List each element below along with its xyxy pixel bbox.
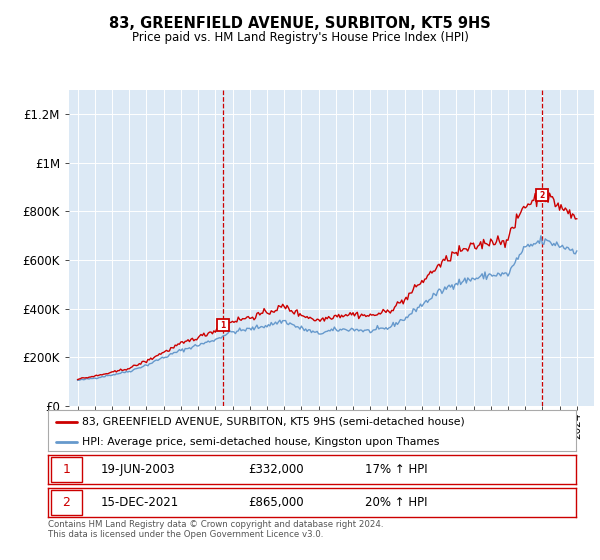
Text: 2: 2	[539, 191, 544, 200]
FancyBboxPatch shape	[50, 490, 82, 515]
Text: 2: 2	[62, 496, 70, 509]
Text: 19-JUN-2003: 19-JUN-2003	[101, 463, 175, 476]
FancyBboxPatch shape	[50, 457, 82, 482]
Text: HPI: Average price, semi-detached house, Kingston upon Thames: HPI: Average price, semi-detached house,…	[82, 437, 440, 447]
Text: 17% ↑ HPI: 17% ↑ HPI	[365, 463, 427, 476]
Text: 1: 1	[221, 321, 226, 330]
Text: Contains HM Land Registry data © Crown copyright and database right 2024.
This d: Contains HM Land Registry data © Crown c…	[48, 520, 383, 539]
Text: Price paid vs. HM Land Registry's House Price Index (HPI): Price paid vs. HM Land Registry's House …	[131, 31, 469, 44]
Text: 83, GREENFIELD AVENUE, SURBITON, KT5 9HS (semi-detached house): 83, GREENFIELD AVENUE, SURBITON, KT5 9HS…	[82, 417, 465, 427]
Text: 1: 1	[62, 463, 70, 476]
Text: £332,000: £332,000	[248, 463, 304, 476]
Text: 83, GREENFIELD AVENUE, SURBITON, KT5 9HS: 83, GREENFIELD AVENUE, SURBITON, KT5 9HS	[109, 16, 491, 31]
Text: 15-DEC-2021: 15-DEC-2021	[101, 496, 179, 509]
Text: 20% ↑ HPI: 20% ↑ HPI	[365, 496, 427, 509]
Text: £865,000: £865,000	[248, 496, 304, 509]
